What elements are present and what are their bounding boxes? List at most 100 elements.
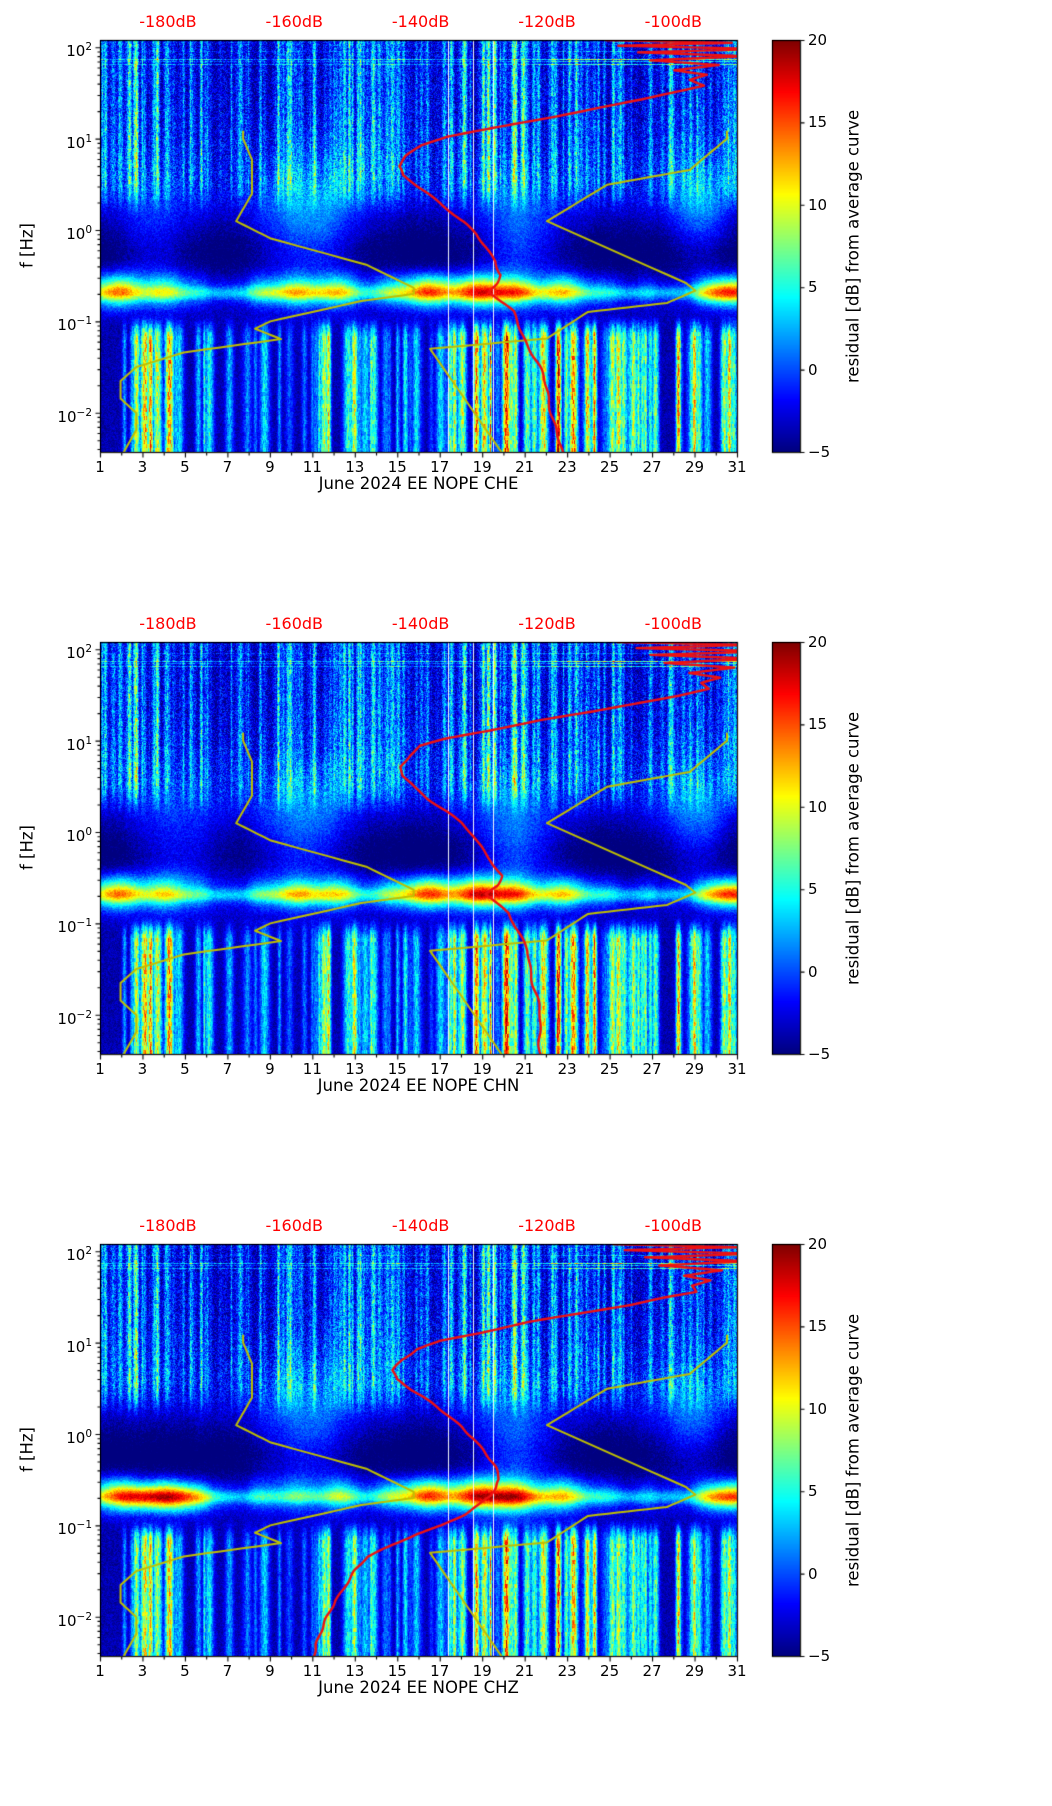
colorbar-tick-label: 5 xyxy=(808,278,818,297)
x-tick-label: 7 xyxy=(222,1662,233,1680)
top-db-label: -180dB xyxy=(139,614,197,633)
x-tick-label: 15 xyxy=(387,1662,407,1680)
y-tick-label: 102 xyxy=(66,1245,92,1265)
y-axis-label: f [Hz] xyxy=(17,1427,37,1473)
x-tick-label: 1 xyxy=(95,1662,105,1680)
colorbar-tick-label: 10 xyxy=(808,1399,828,1418)
top-db-label: -160dB xyxy=(265,12,324,31)
x-tick-label: 31 xyxy=(727,1060,747,1078)
x-axis-label: June 2024 EE NOPE CHE xyxy=(318,474,519,493)
x-tick-label: 17 xyxy=(430,1060,450,1078)
y-tick-label: 102 xyxy=(66,643,92,663)
x-tick-label: 19 xyxy=(472,458,492,476)
colorbar-tick-label: 15 xyxy=(808,113,828,132)
colorbar-label: residual [dB] from average curve xyxy=(843,711,863,985)
y-axis-label: f [Hz] xyxy=(17,825,37,871)
top-db-label: -100dB xyxy=(644,614,703,633)
y-axis-label: f [Hz] xyxy=(17,223,37,269)
spectrogram-panel-chz: f [Hz] June 2024 EE NOPE CHZ residual [d… xyxy=(0,1204,1052,1806)
y-tick-label: 10−2 xyxy=(57,1008,92,1028)
y-tick-label: 10−1 xyxy=(57,1519,92,1539)
top-db-label: -140dB xyxy=(391,1216,450,1235)
colorbar-label: residual [dB] from average curve xyxy=(843,109,863,383)
x-tick-label: 7 xyxy=(222,458,233,476)
spectrogram-canvas xyxy=(100,642,737,1054)
colorbar-tick-label: 5 xyxy=(808,1482,818,1501)
top-db-label: -180dB xyxy=(139,1216,197,1235)
colorbar-canvas xyxy=(772,40,800,452)
x-axis-label: June 2024 EE NOPE CHN xyxy=(317,1076,520,1095)
top-db-label: -100dB xyxy=(644,1216,703,1235)
x-tick-label: 13 xyxy=(345,1662,365,1680)
x-tick-label: 9 xyxy=(265,1662,275,1680)
x-tick-label: 3 xyxy=(137,458,148,476)
colorbar-tick-label: −5 xyxy=(808,1647,831,1665)
x-axis-label: June 2024 EE NOPE CHZ xyxy=(318,1678,519,1697)
spectrogram-panel-che: f [Hz] June 2024 EE NOPE CHE residual [d… xyxy=(0,0,1052,602)
x-tick-label: 9 xyxy=(265,1060,275,1078)
x-tick-label: 21 xyxy=(515,1060,535,1078)
colorbar-tick-label: 20 xyxy=(808,633,828,651)
colorbar-tick-label: 15 xyxy=(808,1317,828,1336)
x-tick-label: 27 xyxy=(642,1662,662,1680)
y-tick-label: 101 xyxy=(66,132,92,152)
x-tick-label: 1 xyxy=(95,1060,105,1078)
colorbar-tick-label: 15 xyxy=(808,715,828,734)
x-tick-label: 19 xyxy=(472,1662,492,1680)
y-tick-label: 100 xyxy=(66,224,92,243)
x-tick-label: 19 xyxy=(472,1060,492,1078)
colorbar-tick-label: 0 xyxy=(808,360,818,379)
x-tick-label: 3 xyxy=(137,1060,148,1078)
x-tick-label: 25 xyxy=(600,1662,620,1680)
x-tick-label: 23 xyxy=(557,1060,577,1078)
colorbar-tick-label: 10 xyxy=(808,195,828,214)
x-tick-label: 29 xyxy=(684,1060,705,1078)
y-tick-label: 10−1 xyxy=(57,917,92,937)
y-tick-label: 100 xyxy=(66,826,92,845)
top-db-label: -120dB xyxy=(518,614,576,633)
x-tick-label: 3 xyxy=(137,1662,148,1680)
x-tick-label: 13 xyxy=(345,458,365,476)
y-tick-label: 10−2 xyxy=(57,1610,92,1630)
x-tick-label: 7 xyxy=(222,1060,233,1078)
x-tick-label: 27 xyxy=(642,458,662,476)
colorbar-label: residual [dB] from average curve xyxy=(843,1313,863,1587)
y-tick-label: 101 xyxy=(66,1336,92,1356)
spectrogram-canvas xyxy=(100,40,737,452)
y-tick-label: 102 xyxy=(66,41,92,61)
colorbar-canvas xyxy=(772,1244,800,1656)
x-tick-label: 9 xyxy=(265,458,275,476)
top-db-label: -160dB xyxy=(265,1216,324,1235)
y-tick-label: 101 xyxy=(66,734,92,754)
x-tick-label: 11 xyxy=(302,1662,322,1680)
top-db-label: -120dB xyxy=(518,1216,576,1235)
x-tick-label: 29 xyxy=(684,458,705,476)
x-tick-label: 1 xyxy=(95,458,105,476)
y-tick-label: 100 xyxy=(66,1428,92,1447)
colorbar-tick-label: 10 xyxy=(808,797,828,816)
x-tick-label: 13 xyxy=(345,1060,365,1078)
top-db-label: -160dB xyxy=(265,614,324,633)
x-tick-label: 23 xyxy=(557,458,577,476)
colorbar-tick-label: 20 xyxy=(808,1235,828,1253)
colorbar-tick-label: 5 xyxy=(808,880,818,899)
x-tick-label: 17 xyxy=(430,458,450,476)
x-tick-label: 15 xyxy=(387,1060,407,1078)
y-tick-label: 10−1 xyxy=(57,315,92,335)
colorbar-tick-label: 0 xyxy=(808,962,818,981)
x-tick-label: 21 xyxy=(515,458,535,476)
x-tick-label: 23 xyxy=(557,1662,577,1680)
x-tick-label: 27 xyxy=(642,1060,662,1078)
colorbar-tick-label: 0 xyxy=(808,1564,818,1583)
spectrogram-canvas xyxy=(100,1244,737,1656)
x-tick-label: 11 xyxy=(302,1060,322,1078)
x-tick-label: 17 xyxy=(430,1662,450,1680)
x-tick-label: 31 xyxy=(727,1662,747,1680)
top-db-label: -180dB xyxy=(139,12,197,31)
x-tick-label: 25 xyxy=(600,1060,620,1078)
x-tick-label: 11 xyxy=(302,458,322,476)
top-db-label: -100dB xyxy=(644,12,703,31)
colorbar-tick-label: 20 xyxy=(808,31,828,49)
x-tick-label: 21 xyxy=(515,1662,535,1680)
